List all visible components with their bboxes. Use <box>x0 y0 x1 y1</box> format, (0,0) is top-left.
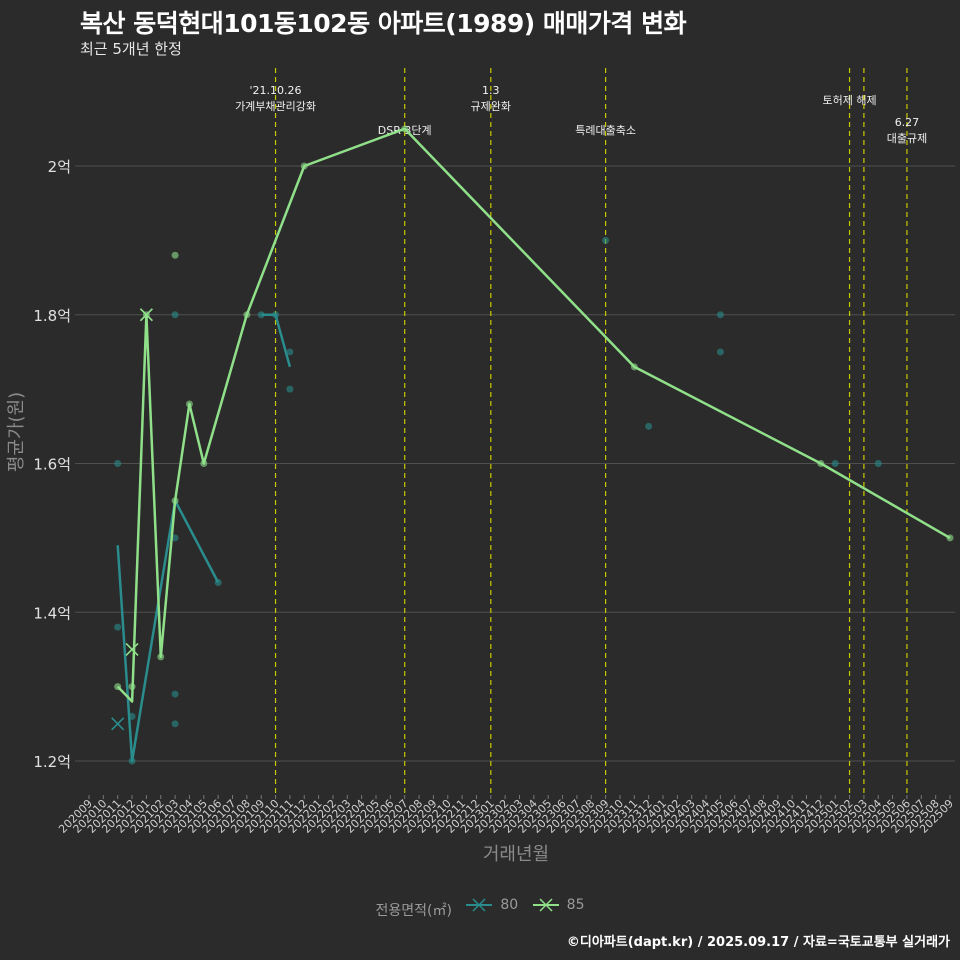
series-85-point <box>114 683 122 691</box>
series-80-point <box>716 348 724 356</box>
legend-key-80 <box>466 898 493 912</box>
series-85-point <box>401 125 409 133</box>
series-80-line <box>116 499 220 763</box>
event-label: 대출규제 <box>887 132 927 145</box>
event-label: 6.27 <box>895 116 920 129</box>
series-80-point <box>286 348 294 356</box>
event-label: 1.3 <box>482 84 500 97</box>
series-85-point <box>128 683 136 691</box>
series-80-point <box>114 460 122 467</box>
series-80-point <box>602 236 610 244</box>
legend: 전용면적(㎡) 80 85 <box>0 895 960 920</box>
y-tick-label: 1.6억 <box>33 456 71 474</box>
legend-label-80: 80 <box>500 897 519 913</box>
series-80-point <box>171 690 179 698</box>
series-85-point <box>300 162 308 170</box>
series-80-point <box>257 311 265 319</box>
series-80-point <box>286 385 294 393</box>
y-tick-label: 1.4억 <box>33 604 71 622</box>
series-80-point <box>645 422 653 430</box>
y-tick-label: 1.2억 <box>33 753 71 771</box>
series-85-point <box>946 534 954 542</box>
series-80-point <box>171 534 179 542</box>
series-80-point <box>874 460 882 467</box>
event-label: 규제완화 <box>471 100 511 113</box>
series-85-line <box>116 127 951 703</box>
grid-layer <box>75 165 955 762</box>
series-80-point <box>171 311 179 319</box>
legend-label-85: 85 <box>566 897 585 913</box>
series-85-point <box>171 251 179 259</box>
y-axis-title: 평균가(원) <box>6 392 27 472</box>
series-80-point <box>114 623 122 631</box>
axis-layer: 1.2억1.4억1.6억1.8억2억2020092020102020112020… <box>33 158 956 836</box>
series-85-cross <box>139 308 153 322</box>
series-80-point <box>214 579 222 586</box>
series-layer <box>111 125 954 765</box>
series-85-point <box>185 400 193 408</box>
series-85-point <box>200 460 208 467</box>
series-80-point <box>128 712 136 720</box>
series-85-point <box>630 363 638 371</box>
event-label: 특례대출축소 <box>575 124 636 137</box>
series-80-point <box>716 311 724 319</box>
legend-title: 전용면적(㎡) <box>375 903 452 919</box>
legend-item-85: 85 <box>531 895 585 915</box>
event-label: 가계부채관리강화 <box>235 100 316 113</box>
x-axis-title: 거래년월 <box>483 844 549 865</box>
series-85-point <box>157 653 165 661</box>
y-tick-label: 1.8억 <box>33 307 71 325</box>
legend-item-80: 80 <box>464 895 518 915</box>
chart-subtitle: 최근 5개년 한정 <box>80 40 182 58</box>
chart-title: 복산 동덕현대101동102동 아파트(1989) 매매가격 변화 <box>80 9 687 38</box>
series-85-point <box>171 497 179 505</box>
series-80-point <box>272 311 280 319</box>
series-80-point <box>831 460 839 467</box>
series-80-point <box>128 757 136 765</box>
series-85-point <box>243 311 251 319</box>
series-85-cross <box>125 642 139 657</box>
event-label: 토허제 해제 <box>822 93 876 107</box>
series-80-point <box>171 720 179 728</box>
series-85-point <box>817 460 825 467</box>
series-80-cross <box>111 717 125 731</box>
event-label: '21.10.26 <box>250 84 302 97</box>
source-caption: ©디아파트(dapt.kr) / 2025.09.17 / 자료=국토교통부 실… <box>566 935 950 950</box>
legend-key-85 <box>532 898 559 912</box>
y-tick-label: 2억 <box>48 158 71 176</box>
